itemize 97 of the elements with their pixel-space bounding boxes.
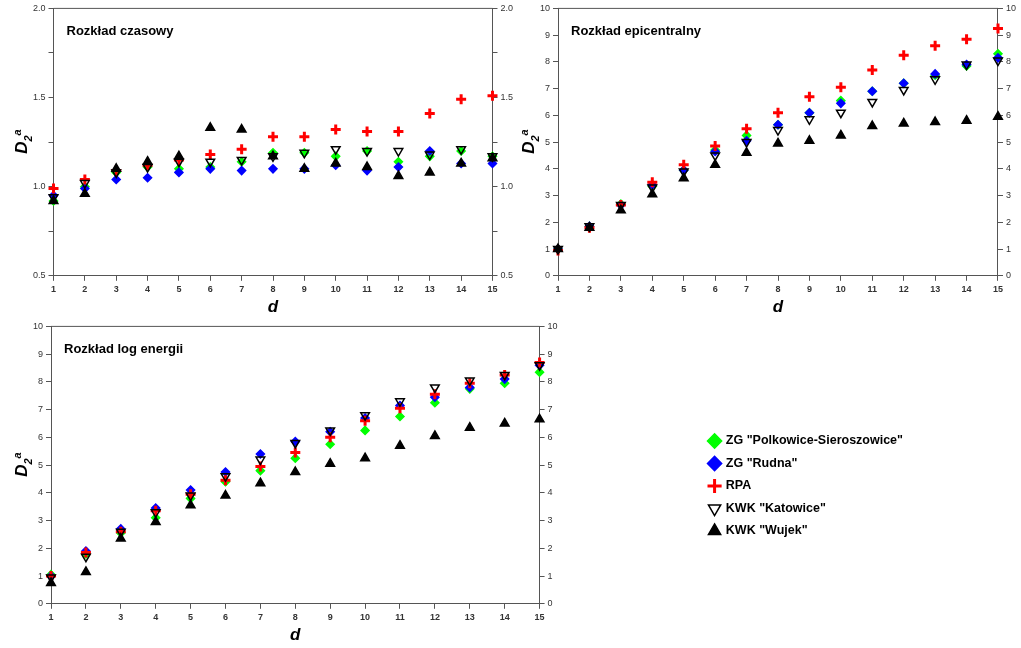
y-tick-label: 3 xyxy=(545,190,551,201)
y2-tick-label: 2.0 xyxy=(500,2,513,13)
y2-tick-label: 1.0 xyxy=(500,181,513,192)
y-tick-label: 8 xyxy=(545,56,551,67)
y-tick-label: 10 xyxy=(540,2,551,13)
x-tick-label: 5 xyxy=(681,283,687,294)
x-tick-label: 3 xyxy=(113,283,119,294)
y2-tick-label: 5 xyxy=(1005,136,1011,147)
x-tick-label: 10 xyxy=(330,283,341,294)
y2-tick-label: 1 xyxy=(1005,243,1011,254)
x-tick-label: 8 xyxy=(270,283,276,294)
y2-tick-label: 0.5 xyxy=(500,270,513,281)
y2-tick-label: 1.5 xyxy=(500,92,513,103)
legend-label: KWK "Katowice" xyxy=(725,500,826,515)
y-tick-label: 4 xyxy=(38,487,44,498)
y-tick-label: 5 xyxy=(545,136,551,147)
text: Rozkład czasowy xyxy=(66,23,175,39)
x-tick-label: 9 xyxy=(327,611,333,622)
x-axis-title: d xyxy=(290,625,302,645)
x-tick-label: 12 xyxy=(898,283,909,294)
x-tick-label: 7 xyxy=(239,283,245,294)
x-tick-label: 15 xyxy=(992,283,1003,294)
x-tick-label: 1 xyxy=(48,611,54,622)
x-tick-label: 8 xyxy=(292,611,298,622)
legend-label: RPA xyxy=(725,478,752,493)
x-tick-label: 4 xyxy=(153,611,159,622)
y-tick-label: 9 xyxy=(38,348,44,359)
x-tick-label: 2 xyxy=(83,611,89,622)
y-tick-label: 9 xyxy=(545,29,551,40)
y-tick-label: 4 xyxy=(545,163,551,174)
x-tick-label: 9 xyxy=(301,283,307,294)
x-tick-label: 12 xyxy=(393,283,404,294)
y-tick-label: 6 xyxy=(38,431,44,442)
y-tick-label: 10 xyxy=(33,320,44,331)
y-tick-label: 7 xyxy=(545,83,551,94)
x-axis-title: d xyxy=(267,297,279,317)
y2-tick-label: 4 xyxy=(1005,163,1011,174)
x-tick-label: 6 xyxy=(712,283,718,294)
y2-tick-label: 2 xyxy=(1005,216,1011,227)
x-tick-label: 2 xyxy=(586,283,592,294)
y2-tick-label: 8 xyxy=(1005,56,1011,67)
x-tick-label: 10 xyxy=(835,283,846,294)
x-tick-label: 5 xyxy=(188,611,194,622)
y-tick-label: 1 xyxy=(38,570,44,581)
x-tick-label: 13 xyxy=(424,283,435,294)
y-tick-label: 2 xyxy=(38,542,44,553)
y-tick-label: 1.0 xyxy=(33,181,46,192)
x-tick-label: 3 xyxy=(118,611,124,622)
legend-label: ZG "Polkowice-Sieroszowice" xyxy=(725,433,904,448)
x-tick-label: 12 xyxy=(429,611,440,622)
text: Rozkład epicentralny xyxy=(571,23,702,39)
x-tick-label: 11 xyxy=(362,283,372,294)
y2-tick-label: 3 xyxy=(1005,190,1011,201)
y2-tick-label: 6 xyxy=(1005,109,1011,120)
x-tick-label: 2 xyxy=(82,283,88,294)
x-tick-label: 4 xyxy=(649,283,655,294)
x-axis-title: d xyxy=(772,297,784,317)
x-tick-label: 3 xyxy=(618,283,624,294)
x-tick-label: 14 xyxy=(456,283,467,294)
x-tick-label: 8 xyxy=(775,283,781,294)
x-tick-label: 14 xyxy=(499,611,510,622)
x-tick-label: 11 xyxy=(395,611,405,622)
x-tick-label: 1 xyxy=(51,283,57,294)
x-tick-label: 13 xyxy=(930,283,941,294)
legend-label: ZG "Rudna" xyxy=(725,455,798,470)
x-tick-label: 1 xyxy=(555,283,561,294)
x-tick-label: 11 xyxy=(867,283,878,294)
y-tick-label: 3 xyxy=(38,515,44,526)
x-tick-label: 15 xyxy=(534,611,545,622)
y-tick-label: 1 xyxy=(545,243,551,254)
y-tick-label: 0.5 xyxy=(33,270,46,281)
x-tick-label: 4 xyxy=(145,283,151,294)
y-tick-label: 6 xyxy=(545,109,551,120)
y-tick-label: 2 xyxy=(545,216,551,227)
y-tick-label: 2.0 xyxy=(33,2,46,13)
x-tick-label: 7 xyxy=(257,611,263,622)
text: Rozkład log energii xyxy=(64,341,184,357)
y-tick-label: 1.5 xyxy=(33,92,46,103)
y2-tick-label: 10 xyxy=(1005,2,1016,13)
x-tick-label: 13 xyxy=(464,611,475,622)
y-tick-label: 0 xyxy=(545,270,551,281)
y-tick-label: 8 xyxy=(38,376,44,387)
x-tick-label: 15 xyxy=(487,283,498,294)
x-tick-label: 10 xyxy=(360,611,371,622)
x-tick-label: 7 xyxy=(744,283,750,294)
x-tick-label: 14 xyxy=(961,283,972,294)
legend-label: KWK "Wujek" xyxy=(725,523,808,538)
x-tick-label: 5 xyxy=(176,283,182,294)
y-tick-label: 0 xyxy=(38,598,44,609)
y-tick-label: 5 xyxy=(38,459,44,470)
y2-tick-label: 0 xyxy=(1005,270,1011,281)
x-tick-label: 6 xyxy=(222,611,228,622)
y2-tick-label: 7 xyxy=(1005,83,1011,94)
y-tick-label: 7 xyxy=(38,404,44,415)
x-tick-label: 9 xyxy=(806,283,812,294)
x-tick-label: 6 xyxy=(207,283,213,294)
y2-tick-label: 9 xyxy=(1005,29,1011,40)
